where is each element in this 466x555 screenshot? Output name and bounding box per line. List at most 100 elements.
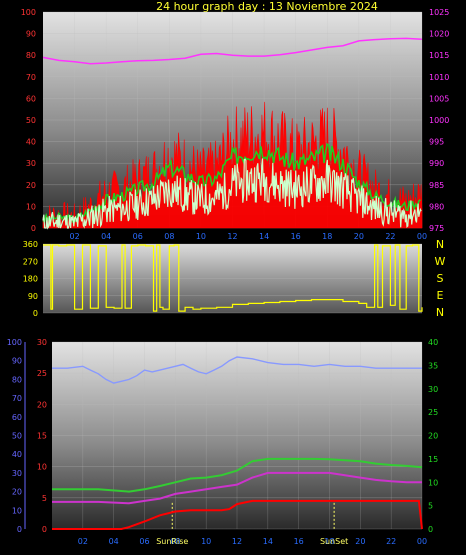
y-outer-tick-label: 30: [12, 469, 22, 478]
x-tick-label: 22: [386, 537, 396, 546]
y-right-tick-label: 990: [429, 159, 444, 168]
y-right-tick-label: 995: [429, 138, 444, 147]
y-outer-tick-label: 100: [7, 338, 22, 347]
series-temperature: [52, 457, 423, 493]
panel-humidity-series: [52, 356, 423, 530]
y-right-tick-label: 985: [429, 181, 444, 190]
y-right-tick-label: 35: [428, 361, 438, 370]
chart-title: 24 hour graph day : 13 Noviembre 2024: [156, 0, 378, 13]
x-tick-label: 16: [294, 537, 304, 546]
y-left-tick-label: 10: [26, 202, 36, 211]
y-right-tick-label: 30: [428, 385, 438, 394]
x-tick-label: 20: [355, 537, 365, 546]
y-left-tick-label: 0: [42, 525, 47, 534]
y-outer-tick-label: 0: [17, 525, 22, 534]
y-right-tick-label: 1025: [429, 8, 449, 17]
y-right-tick-label: 1015: [429, 51, 449, 60]
y-right-tick-label: 1010: [429, 73, 449, 82]
x-tick-label: 20: [354, 232, 364, 241]
y-left-tick-label: 15: [37, 432, 47, 441]
panel-direction-series: [43, 244, 423, 312]
y-right-tick-label: 10: [428, 478, 438, 487]
series-avg-wind: [42, 142, 421, 223]
y-tick-label: 360: [23, 240, 38, 249]
y-right-tick-label: 1020: [429, 30, 449, 39]
series-pressure: [42, 37, 423, 65]
series-wind: [42, 158, 422, 230]
x-tick-label: 12: [232, 537, 242, 546]
panel-humidity-ticks: 0102030405060708090100051015202530051015…: [7, 338, 438, 546]
y-outer-tick-label: 10: [12, 506, 22, 515]
x-tick-label: 02: [78, 537, 88, 546]
y-right-tick-label: 980: [429, 202, 444, 211]
y-outer-tick-label: 70: [12, 394, 22, 403]
series-humidity: [52, 356, 422, 384]
x-tick-label: 14: [259, 232, 269, 241]
x-tick-label: 02: [69, 232, 79, 241]
y-left-tick-label: 25: [37, 369, 47, 378]
x-tick-label: 04: [101, 232, 111, 241]
series-solar: [52, 499, 423, 530]
x-tick-label: 04: [109, 537, 119, 546]
direction-label: E: [437, 289, 444, 302]
x-tick-label: 22: [385, 232, 395, 241]
y-right-tick-label: 1005: [429, 94, 449, 103]
sun-annotation: SunRise: [156, 537, 188, 546]
y-left-tick-label: 0: [31, 224, 36, 233]
y-right-tick-label: 5: [428, 502, 433, 511]
y-right-tick-label: 25: [428, 408, 438, 417]
direction-label: N: [436, 306, 444, 319]
x-tick-label: 16: [291, 232, 301, 241]
y-left-tick-label: 5: [42, 494, 47, 503]
direction-label: S: [437, 272, 444, 285]
y-left-tick-label: 40: [26, 138, 36, 147]
x-tick-label: 06: [139, 537, 149, 546]
x-tick-label: 08: [164, 232, 174, 241]
y-left-tick-label: 100: [21, 8, 36, 17]
x-tick-label: 14: [263, 537, 273, 546]
y-left-tick-label: 70: [26, 73, 36, 82]
x-tick-label: 06: [133, 232, 143, 241]
y-right-tick-label: 40: [428, 338, 438, 347]
x-tick-label: 10: [201, 537, 211, 546]
y-left-tick-label: 90: [26, 30, 36, 39]
y-tick-label: 90: [28, 292, 38, 301]
panel-wind-series: [42, 37, 423, 230]
y-left-tick-label: 30: [37, 338, 47, 347]
y-outer-tick-label: 90: [12, 357, 22, 366]
y-right-tick-label: 975: [429, 224, 444, 233]
x-tick-label: 12: [227, 232, 237, 241]
x-tick-label: 18: [322, 232, 332, 241]
y-right-tick-label: 0: [428, 525, 433, 534]
series-direction: [43, 244, 423, 312]
y-left-tick-label: 30: [26, 159, 36, 168]
y-outer-tick-label: 60: [12, 413, 22, 422]
y-left-tick-label: 10: [37, 463, 47, 472]
y-outer-tick-label: 20: [12, 488, 22, 497]
x-tick-label: 10: [196, 232, 206, 241]
y-right-tick-label: 1000: [429, 116, 449, 125]
y-right-tick-label: 20: [428, 432, 438, 441]
y-tick-label: 0: [33, 309, 38, 318]
y-outer-tick-label: 80: [12, 375, 22, 384]
x-tick-label: 08: [170, 537, 180, 546]
y-outer-tick-label: 50: [12, 432, 22, 441]
y-left-tick-label: 60: [26, 94, 36, 103]
x-tick-label: 00: [417, 232, 427, 241]
panel-humidity-grid: [52, 341, 423, 530]
direction-label: W: [435, 255, 446, 268]
y-left-tick-label: 20: [26, 181, 36, 190]
panel-wind-ticks: 0102030405060708090100975980985990995100…: [21, 8, 450, 241]
sun-annotation: SunSet: [320, 537, 348, 546]
series-dewpoint: [52, 471, 422, 505]
y-right-tick-label: 15: [428, 455, 438, 464]
y-left-tick-label: 50: [26, 116, 36, 125]
direction-label: N: [436, 238, 444, 251]
x-tick-label: 00: [417, 537, 427, 546]
y-tick-label: 180: [23, 275, 38, 284]
y-left-tick-label: 20: [37, 400, 47, 409]
y-left-tick-label: 80: [26, 51, 36, 60]
x-tick-label: 18: [324, 537, 334, 546]
